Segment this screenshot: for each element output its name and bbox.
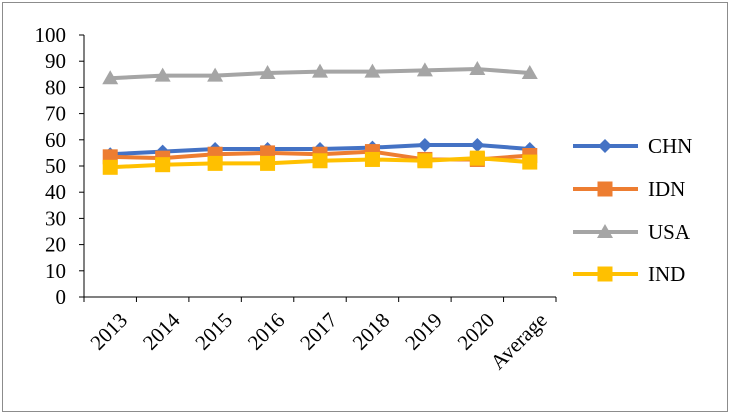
data-point-ind	[312, 153, 328, 169]
y-tick-label: 50	[45, 154, 66, 178]
y-tick-label: 90	[45, 49, 66, 73]
legend-label: IDN	[648, 177, 685, 201]
y-tick-label: 10	[45, 259, 66, 283]
x-tick-label: 2014	[138, 308, 185, 355]
y-tick-label: 100	[35, 23, 67, 47]
legend-label: IND	[648, 262, 685, 286]
legend-item-ind: IND	[573, 262, 685, 286]
data-point-ind	[417, 153, 433, 169]
data-point-usa	[521, 64, 538, 79]
x-tick-label: 2018	[348, 308, 395, 355]
data-point-usa	[207, 67, 224, 82]
y-tick-label: 20	[45, 233, 66, 257]
x-tick-label: Average	[486, 308, 552, 374]
y-tick-label: 80	[45, 75, 66, 99]
y-tick-label: 60	[45, 128, 66, 152]
legend-item-chn: CHN	[573, 134, 692, 158]
x-tick-label: 2017	[295, 308, 342, 355]
series-usa	[102, 61, 538, 85]
data-point-chn	[417, 138, 432, 153]
data-point-ind	[469, 150, 485, 166]
y-tick-label: 30	[45, 206, 66, 230]
data-point-ind	[364, 151, 380, 167]
data-point-ind	[102, 159, 118, 175]
y-tick-label: 40	[45, 180, 66, 204]
data-point-usa	[102, 70, 119, 85]
legend-marker	[598, 139, 612, 153]
y-tick-label: 0	[56, 285, 67, 309]
legend-item-usa: USA	[573, 220, 691, 244]
legend-marker	[597, 181, 613, 197]
data-point-usa	[312, 63, 328, 78]
data-point-chn	[470, 138, 485, 153]
y-tick-label: 70	[45, 102, 66, 126]
x-tick-label: 2019	[400, 308, 447, 355]
legend-marker	[597, 266, 613, 282]
data-point-usa	[259, 64, 276, 79]
legend: CHN IDN USA IND	[573, 134, 692, 286]
series-layer	[102, 61, 538, 175]
data-point-usa	[416, 62, 433, 77]
x-tick-label: 2020	[453, 308, 500, 355]
legend-label: CHN	[648, 134, 692, 158]
legend-label: USA	[648, 220, 691, 244]
data-point-ind	[522, 154, 538, 170]
data-point-ind	[207, 155, 223, 171]
x-tick-label: 2016	[243, 308, 290, 355]
series-ind	[102, 150, 538, 175]
legend-marker	[597, 224, 613, 238]
x-tick-label: 2013	[85, 308, 132, 355]
data-point-usa	[364, 63, 381, 78]
data-point-usa	[469, 61, 486, 76]
data-point-ind	[260, 155, 276, 171]
data-point-ind	[155, 157, 171, 173]
data-point-usa	[154, 67, 171, 82]
x-tick-label: 2015	[190, 308, 237, 355]
legend-item-idn: IDN	[573, 177, 685, 201]
